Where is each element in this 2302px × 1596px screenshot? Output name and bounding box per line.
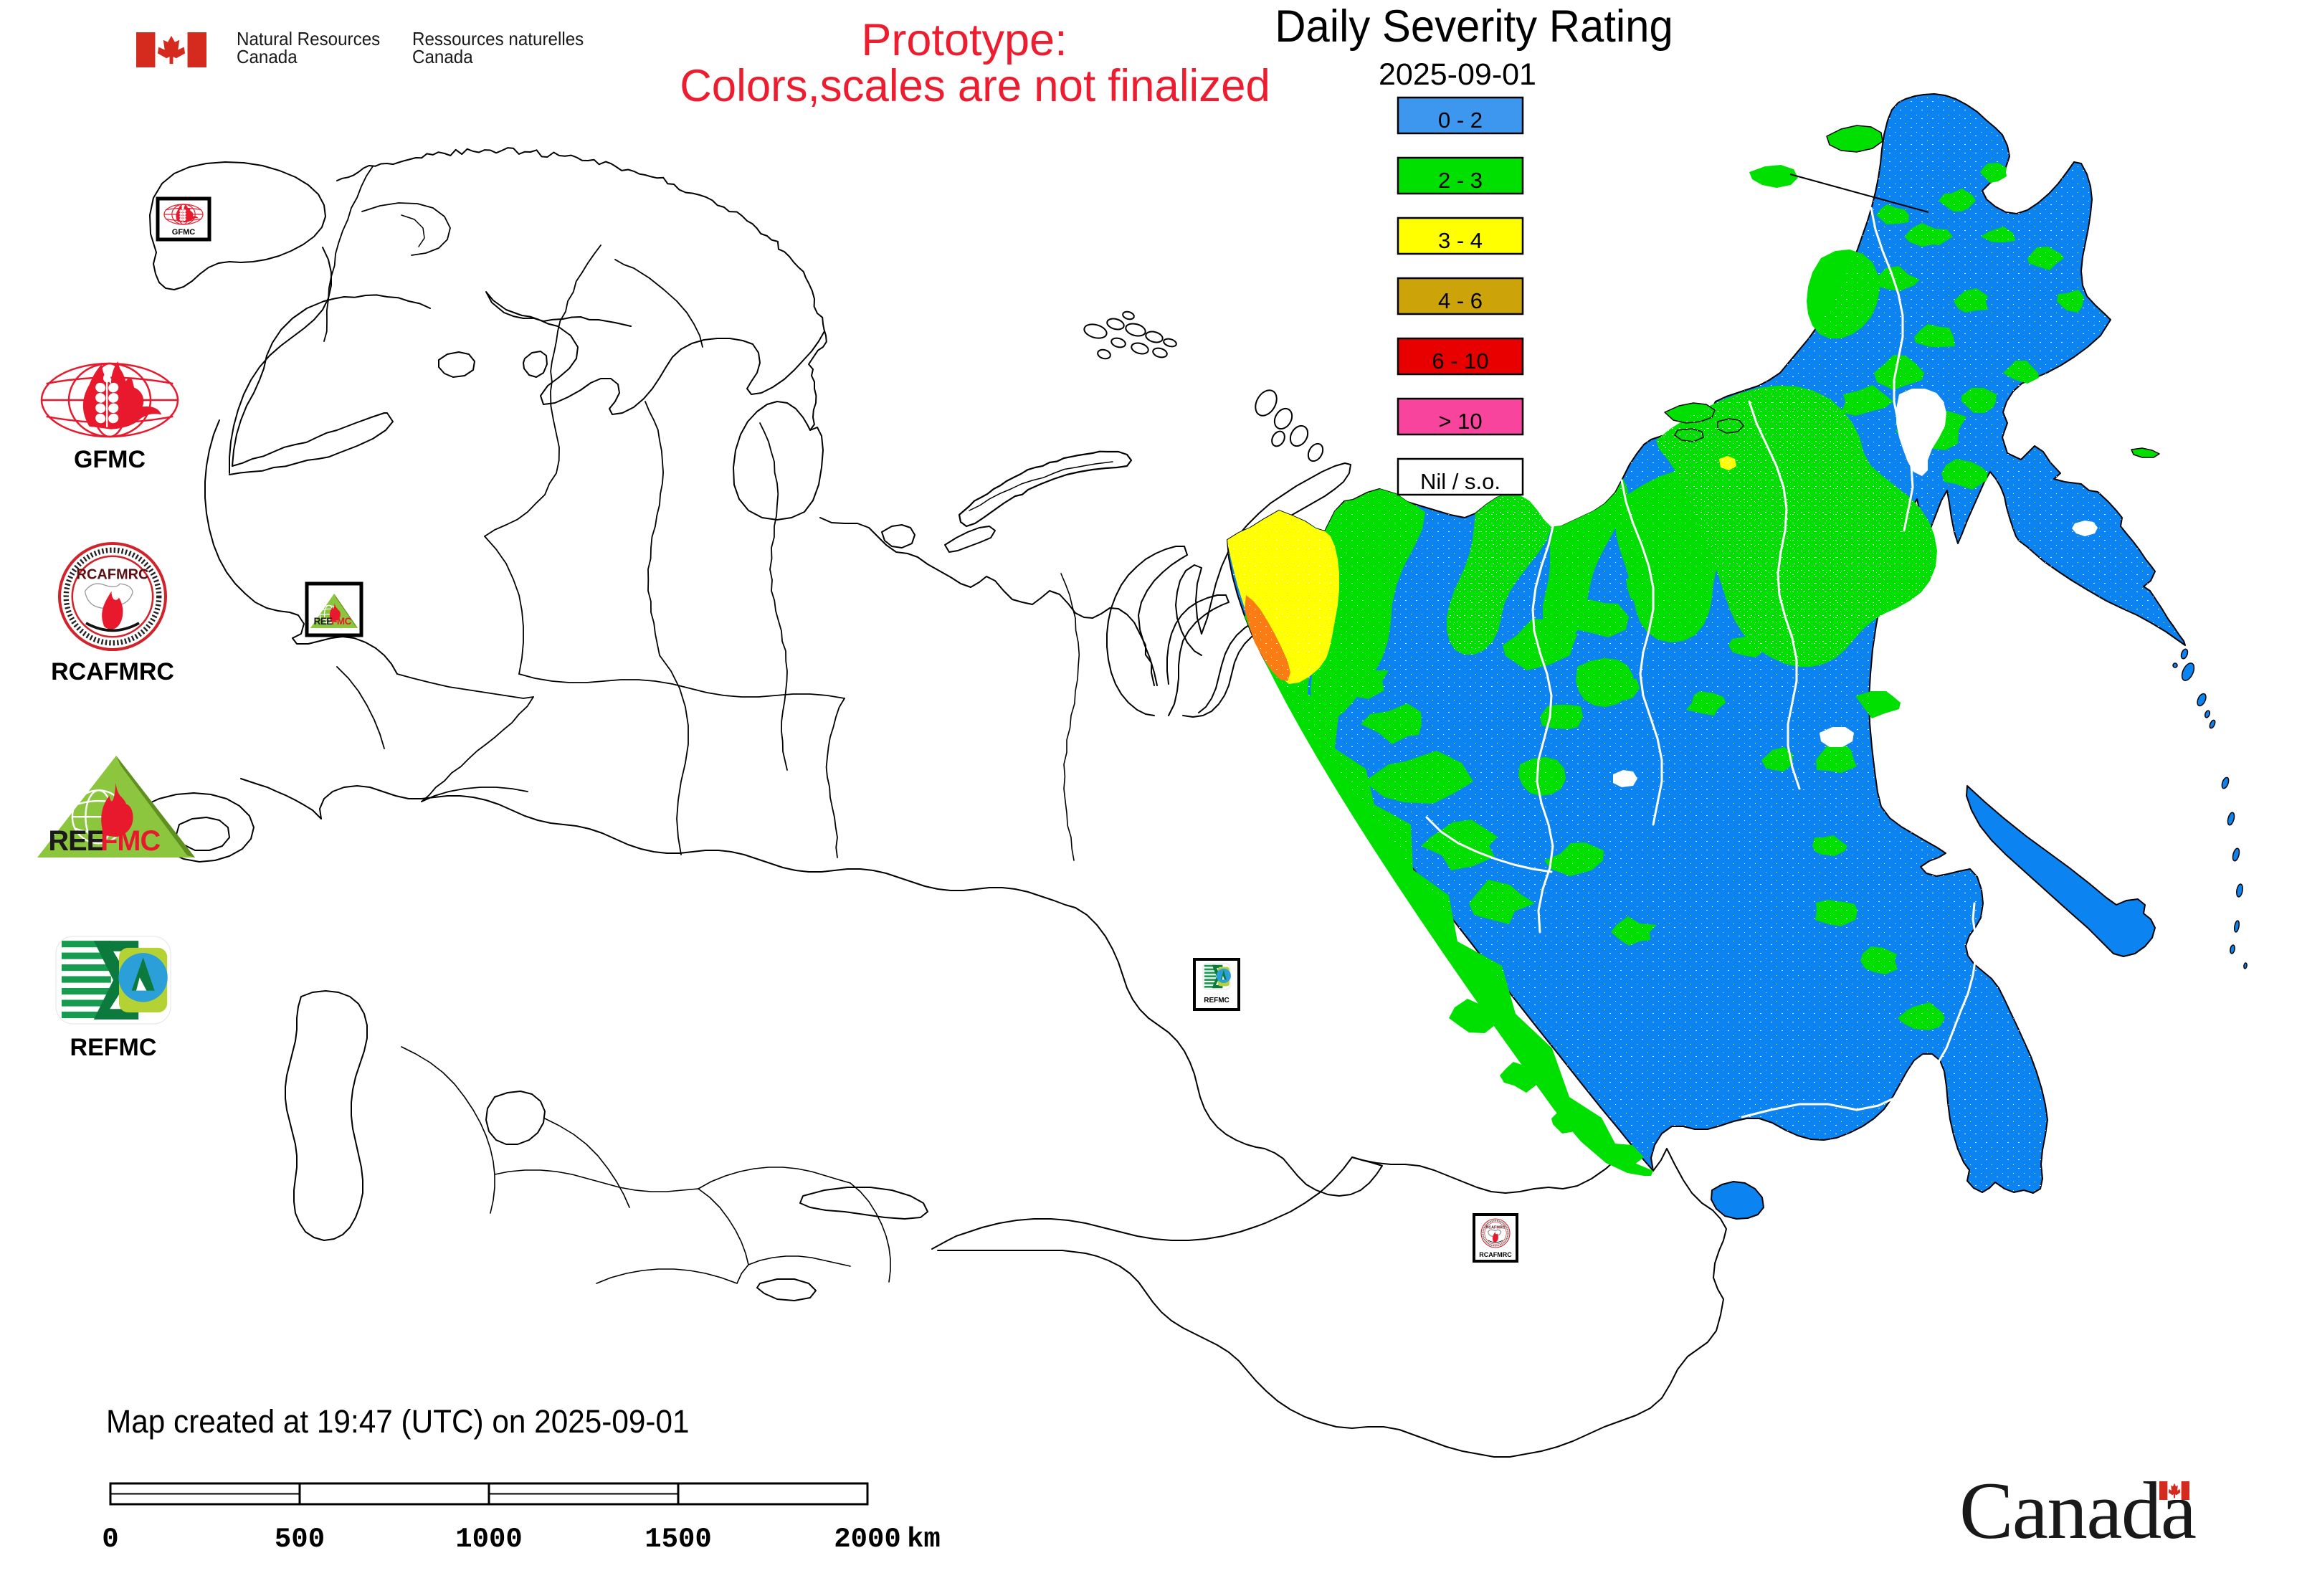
svg-text:Canada: Canada <box>1959 1466 2197 1556</box>
svg-text:REFMC: REFMC <box>1204 997 1230 1004</box>
svg-text:RCAFMRC: RCAFMRC <box>77 567 149 583</box>
svg-text:km: km <box>907 1524 941 1555</box>
svg-text:REFMC: REFMC <box>70 1034 157 1061</box>
svg-text:RCAFMRC: RCAFMRC <box>51 658 174 685</box>
svg-text:GFMC: GFMC <box>74 446 146 473</box>
svg-text:FMC: FMC <box>100 825 160 857</box>
svg-text:GFMC: GFMC <box>172 228 195 237</box>
svg-text:RCAFMRC: RCAFMRC <box>1485 1225 1505 1230</box>
svg-text:FMC: FMC <box>331 616 351 627</box>
svg-text:2000: 2000 <box>834 1524 901 1555</box>
svg-text:1000: 1000 <box>455 1524 523 1555</box>
svg-text:REE: REE <box>48 825 105 857</box>
svg-text:4 - 6: 4 - 6 <box>1438 288 1483 313</box>
svg-text:RCAFMRC: RCAFMRC <box>1479 1251 1512 1258</box>
svg-text:2 - 3: 2 - 3 <box>1438 168 1483 193</box>
svg-text:500: 500 <box>275 1524 325 1555</box>
svg-text:> 10: > 10 <box>1438 409 1482 434</box>
svg-text:6 - 10: 6 - 10 <box>1432 348 1488 374</box>
svg-text:Nil / s.o.: Nil / s.o. <box>1420 469 1500 494</box>
svg-text:0: 0 <box>102 1524 118 1555</box>
svg-text:0 - 2: 0 - 2 <box>1438 108 1483 133</box>
svg-text:1500: 1500 <box>645 1524 712 1555</box>
svg-text:REE: REE <box>314 616 333 627</box>
svg-text:3 - 4: 3 - 4 <box>1438 228 1483 253</box>
